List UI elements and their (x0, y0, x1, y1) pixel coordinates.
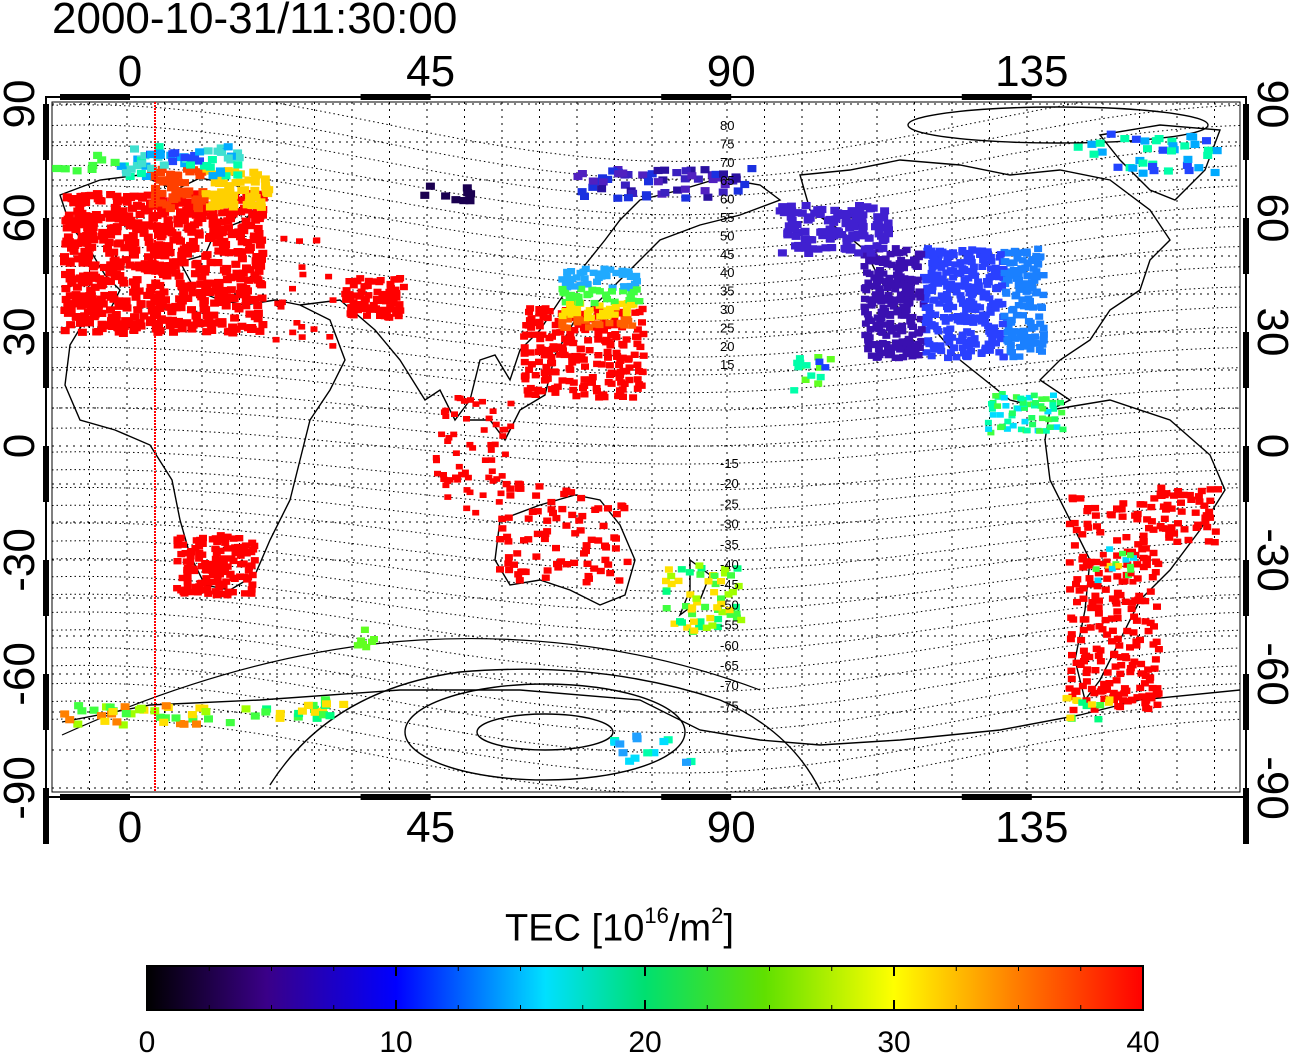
contour-label: -25 (720, 496, 739, 511)
contour-label: -45 (720, 577, 739, 592)
y-tick-label-right: 0 (1248, 434, 1292, 458)
x-tick-label-bottom: 45 (406, 803, 455, 852)
contour-label: 75 (720, 136, 734, 151)
x-axis-labels-top: 04590135180-135-90-45 (118, 47, 1069, 96)
colorbar-tick-label: 30 (877, 1026, 910, 1057)
x-tick-label-top: 0 (118, 47, 142, 96)
colorbar-ticks: 0 10 20 30 40 (139, 966, 1160, 1057)
y-axis-labels-left: 90 60 30 0 -30 -60 -90 (0, 80, 44, 820)
y-tick-label-left: 90 (0, 80, 44, 129)
y-tick-label-left: -60 (0, 642, 44, 706)
colorbar-tick-label: 40 (1126, 1026, 1159, 1057)
x-tick-label-top: 135 (995, 47, 1068, 96)
contour-label: -40 (720, 557, 739, 572)
contour-label: -20 (720, 476, 739, 491)
contour-label: 60 (720, 192, 734, 207)
y-axis-labels-right: 90 60 30 0 -30 -60 -90 (1248, 80, 1292, 820)
y-tick-label-left: -90 (0, 756, 44, 820)
contour-label: 80 (720, 118, 734, 133)
y-tick-label-right: 30 (1248, 308, 1292, 357)
colorbar-title: TEC [1016/m2] (505, 903, 734, 950)
y-tick-label-left: 60 (0, 194, 44, 243)
contour-label: -35 (720, 537, 739, 552)
x-tick-label-bottom: 90 (707, 803, 756, 852)
contour-label: -65 (720, 658, 739, 673)
contour-label: -70 (720, 678, 739, 693)
contour-label: 45 (720, 247, 734, 262)
contour-label: -15 (720, 456, 739, 471)
frame-ticks (43, 94, 1249, 844)
x-tick-label-top: 45 (406, 47, 455, 96)
x-tick-label-bottom: 135 (995, 803, 1068, 852)
colorbar-tick-label: 0 (139, 1026, 156, 1057)
contour-label: 15 (720, 357, 734, 372)
y-tick-label-left: -30 (0, 528, 44, 592)
contour-label: 55 (720, 210, 734, 225)
contour-label: 30 (720, 302, 734, 317)
contour-label: -50 (720, 597, 739, 612)
contour-label: 20 (720, 339, 734, 354)
contour-label: -55 (720, 618, 739, 633)
x-tick-label-top: 90 (707, 47, 756, 96)
map-title: 2000-10-31/11:30:00 (52, 0, 458, 43)
colorbar-tick-label: 20 (628, 1026, 661, 1057)
y-tick-label-right: -60 (1248, 642, 1292, 706)
y-tick-label-left: 30 (0, 308, 44, 357)
colorbar-tick-label: 10 (379, 1026, 412, 1057)
contour-label: 40 (720, 265, 734, 280)
y-tick-label-right: -30 (1248, 528, 1292, 592)
y-tick-label-left: 0 (0, 434, 44, 458)
contour-label: 65 (720, 173, 734, 188)
contour-label: 35 (720, 284, 734, 299)
x-axis-labels-bottom: 04590135180-135-90-45 (118, 803, 1069, 852)
contour-label: -60 (720, 638, 739, 653)
contour-label: -75 (720, 698, 739, 713)
y-tick-label-right: 60 (1248, 194, 1292, 243)
contour-label: -30 (720, 517, 739, 532)
contour-label: 25 (720, 320, 734, 335)
contour-label: 70 (720, 155, 734, 170)
y-tick-label-right: -90 (1248, 756, 1292, 820)
y-tick-label-right: 90 (1248, 80, 1292, 129)
tec-data-points (52, 130, 1222, 766)
x-tick-label-bottom: 0 (118, 803, 142, 852)
contour-labels: 80 75 70 65 60 55 50 45 40 35 30 25 20 15 -15 -20 -25 -30… (720, 118, 739, 713)
contour-label: 50 (720, 228, 734, 243)
